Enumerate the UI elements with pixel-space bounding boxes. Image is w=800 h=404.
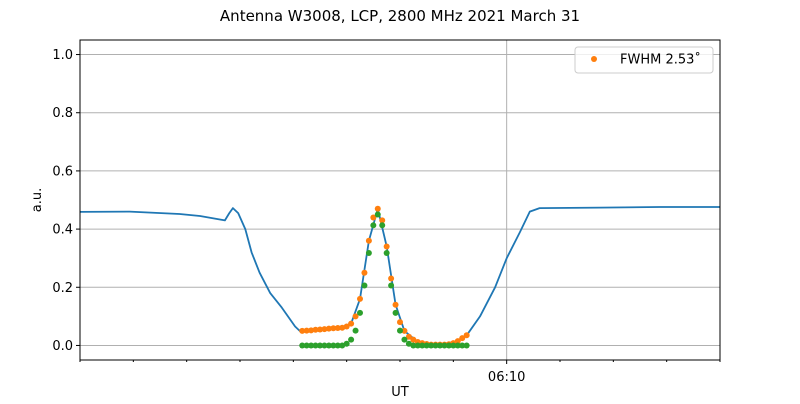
- data-point-fit: [419, 342, 426, 349]
- data-point-fit: [432, 342, 439, 349]
- data-point-fwhm: [401, 327, 408, 334]
- data-point-fwhm: [388, 275, 395, 282]
- data-point-fit: [441, 342, 448, 349]
- y-tick-label: 0.6: [52, 164, 73, 179]
- data-point-fwhm: [454, 338, 461, 345]
- data-point-fit: [325, 342, 332, 349]
- data-point-fwhm: [348, 320, 355, 327]
- data-point-fit: [383, 249, 390, 256]
- data-point-fit: [343, 340, 350, 347]
- data-point-fit: [397, 327, 403, 334]
- y-tick-label: 0.4: [52, 223, 73, 238]
- data-point-fwhm: [303, 327, 310, 334]
- data-point-fit: [423, 342, 430, 349]
- data-point-fit: [361, 282, 368, 289]
- data-point-fwhm: [383, 243, 390, 250]
- data-point-fit: [334, 342, 341, 349]
- x-axis-label: UT: [391, 385, 409, 400]
- axes-frame: [79, 39, 721, 361]
- data-point-fwhm: [365, 237, 372, 244]
- data-point-fwhm: [330, 325, 337, 332]
- data-point-fit: [459, 342, 466, 349]
- data-point-fit: [374, 211, 381, 218]
- data-point-fit: [303, 342, 310, 349]
- data-point-fit: [379, 222, 386, 229]
- legend-label: FWHM 2.53˚: [620, 52, 701, 68]
- data-point-fit: [454, 342, 461, 349]
- legend-box: [574, 46, 714, 74]
- y-tick-label: 0.2: [52, 281, 73, 296]
- data-point-fit: [463, 342, 470, 349]
- data-point-fit: [321, 342, 328, 349]
- ticks: 0.0 0.2 0.4 0.6 0.8 1.0 06:10: [52, 48, 721, 385]
- data-point-fit: [330, 342, 337, 349]
- data-point-fit: [437, 342, 443, 349]
- data-point-fwhm: [308, 327, 315, 334]
- data-point-fwhm: [325, 325, 332, 332]
- data-point-fwhm: [299, 327, 306, 334]
- data-point-fwhm: [361, 269, 368, 276]
- y-axis-label: a.u.: [30, 188, 45, 212]
- data-point-fit: [370, 222, 377, 229]
- data-point-fwhm: [459, 335, 466, 342]
- data-point-fwhm: [374, 205, 381, 212]
- y-tick-label: 0.8: [52, 106, 73, 121]
- legend-marker: [591, 56, 597, 62]
- x-tick-label: 06:10: [488, 370, 525, 385]
- data-point-fwhm: [410, 336, 417, 343]
- data-point-fwhm: [463, 332, 470, 339]
- data-point-fit: [299, 342, 306, 349]
- data-point-fwhm: [357, 295, 363, 302]
- data-point-fit: [392, 309, 399, 316]
- data-point-fwhm: [392, 301, 399, 308]
- data-point-fit: [388, 282, 395, 289]
- data-point-fit: [365, 249, 372, 256]
- data-point-fwhm: [379, 217, 386, 224]
- y-tick-label: 1.0: [52, 48, 73, 63]
- legend: FWHM 2.53˚: [574, 46, 714, 74]
- data-point-fit: [401, 336, 408, 343]
- data-point-fit: [312, 342, 319, 349]
- data-point-fit: [428, 342, 435, 349]
- chart-title: Antenna W3008, LCP, 2800 MHz 2021 March …: [220, 7, 580, 25]
- data-point-fit: [445, 342, 452, 349]
- data-point-fit: [414, 342, 421, 349]
- data-point-fit: [410, 342, 417, 349]
- grid: [80, 40, 720, 360]
- data-point-fwhm: [370, 214, 377, 221]
- data-point-fwhm: [405, 333, 412, 340]
- series-fit: [299, 211, 470, 349]
- data-point-fwhm: [317, 326, 323, 333]
- data-point-fwhm: [397, 319, 403, 326]
- data-point-fwhm: [334, 325, 341, 331]
- plot-area: [80, 205, 720, 349]
- data-point-fwhm: [343, 323, 350, 330]
- data-point-fwhm: [352, 313, 359, 320]
- data-point-fit: [357, 309, 363, 316]
- data-point-fwhm: [312, 326, 319, 333]
- data-point-fit: [352, 327, 359, 334]
- data-point-fit: [348, 336, 355, 343]
- data-point-fwhm: [321, 326, 328, 333]
- data-point-fit: [308, 342, 315, 349]
- data-point-fit: [317, 342, 323, 349]
- data-point-fit: [450, 342, 457, 349]
- y-tick-label: 0.0: [52, 339, 73, 354]
